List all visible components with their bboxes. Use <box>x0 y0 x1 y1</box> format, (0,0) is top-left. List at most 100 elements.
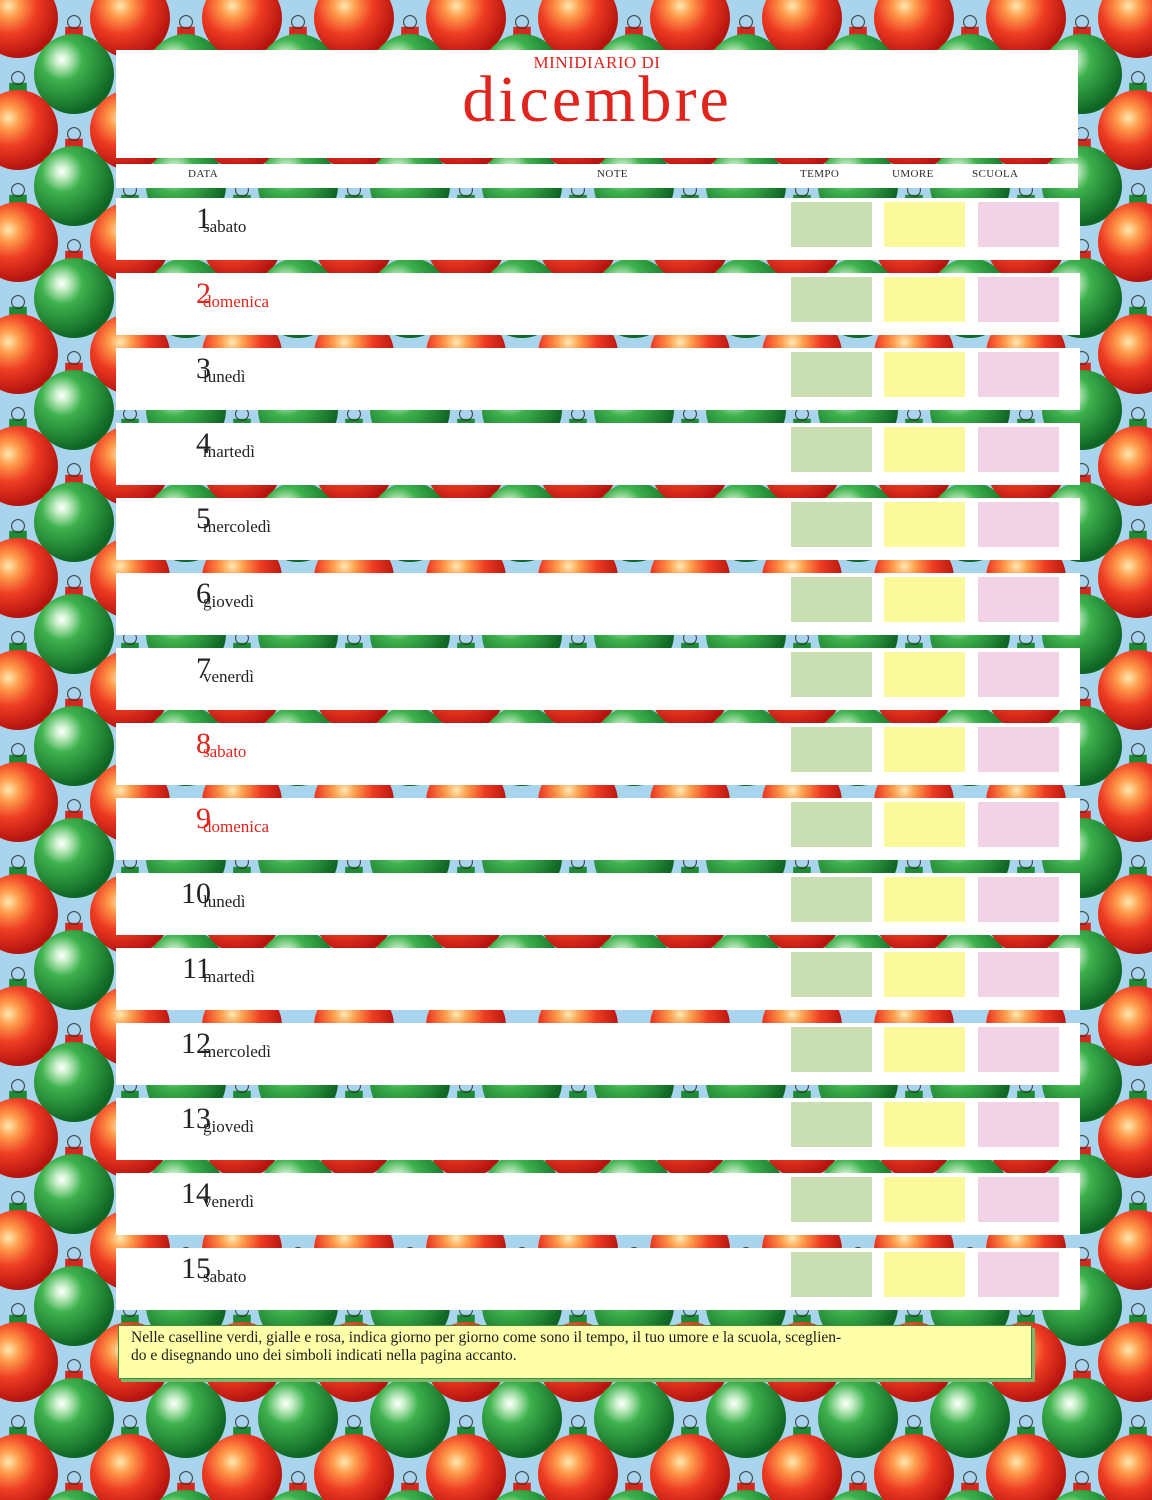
tempo-box[interactable] <box>791 427 872 472</box>
red-ornament <box>202 0 282 58</box>
ornament-loop <box>11 183 25 197</box>
ornament-cap <box>905 1090 923 1100</box>
ornament-cap <box>961 1482 979 1492</box>
ornament-loop <box>1131 295 1145 309</box>
red-ornament <box>986 1434 1066 1500</box>
ornament-cap <box>177 1482 195 1492</box>
ornament-cap <box>65 1370 83 1380</box>
scuola-box[interactable] <box>978 1252 1059 1297</box>
red-ornament <box>1098 650 1152 730</box>
ornament-cap <box>905 866 923 876</box>
umore-box[interactable] <box>884 502 965 547</box>
ornament-cap <box>905 1314 923 1324</box>
tempo-box[interactable] <box>791 802 872 847</box>
scuola-box[interactable] <box>978 952 1059 997</box>
umore-box[interactable] <box>884 427 965 472</box>
ornament-loop <box>67 1023 81 1037</box>
umore-box[interactable] <box>884 1177 965 1222</box>
ornament-cap <box>457 642 475 652</box>
green-ornament <box>943 1490 997 1500</box>
ornament-cap <box>1129 194 1147 204</box>
umore-box[interactable] <box>884 802 965 847</box>
tempo-box[interactable] <box>791 502 872 547</box>
umore-box[interactable] <box>884 202 965 247</box>
ornament-loop <box>1131 743 1145 757</box>
day-number: 15 <box>181 1252 211 1285</box>
scuola-box[interactable] <box>978 277 1059 322</box>
ornament-cap <box>793 1314 811 1324</box>
diary-row-day-11: 11 martedì <box>116 948 1080 1010</box>
ornament-loop <box>627 15 641 29</box>
scuola-box[interactable] <box>978 802 1059 847</box>
tempo-box[interactable] <box>791 1177 872 1222</box>
scuola-box[interactable] <box>978 877 1059 922</box>
ornament-cap <box>569 642 587 652</box>
scuola-box[interactable] <box>978 1177 1059 1222</box>
red-ornament <box>314 0 394 58</box>
tempo-box[interactable] <box>791 1252 872 1297</box>
umore-box[interactable] <box>884 1027 965 1072</box>
tempo-box[interactable] <box>791 577 872 622</box>
umore-box[interactable] <box>884 727 965 772</box>
ornament-cap <box>1129 306 1147 316</box>
ornament-cap <box>9 754 27 764</box>
red-ornament <box>1098 1322 1152 1402</box>
scuola-box[interactable] <box>978 577 1059 622</box>
ornament-cap <box>737 1482 755 1492</box>
scuola-box[interactable] <box>978 427 1059 472</box>
ornament-loop <box>627 1471 641 1485</box>
scuola-box[interactable] <box>978 202 1059 247</box>
umore-box[interactable] <box>884 1252 965 1297</box>
green-ornament <box>1055 1490 1109 1500</box>
ornament-loop <box>11 407 25 421</box>
ornament-cap <box>65 250 83 260</box>
red-ornament <box>874 1434 954 1500</box>
red-ornament <box>1098 762 1152 842</box>
scuola-box[interactable] <box>978 352 1059 397</box>
diary-row-day-14: 14 venerdì <box>116 1173 1080 1235</box>
header-data: DATA <box>188 168 219 180</box>
umore-box[interactable] <box>884 352 965 397</box>
day-number: 4 <box>196 427 211 460</box>
day-name: domenica <box>203 292 270 311</box>
red-ornament <box>426 0 506 58</box>
umore-box[interactable] <box>884 877 965 922</box>
day-number: 14 <box>181 1177 211 1210</box>
tempo-box[interactable] <box>791 202 872 247</box>
ornament-loop <box>11 1415 25 1429</box>
diary-row-day-2: 2 domenica <box>116 273 1080 335</box>
tempo-box[interactable] <box>791 277 872 322</box>
red-ornament <box>1098 986 1152 1066</box>
red-ornament <box>1098 0 1152 58</box>
scuola-box[interactable] <box>978 1027 1059 1072</box>
ornament-cap <box>569 866 587 876</box>
tempo-box[interactable] <box>791 1102 872 1147</box>
ornament-loop <box>67 1471 81 1485</box>
tempo-box[interactable] <box>791 352 872 397</box>
ornament-cap <box>121 642 139 652</box>
tempo-box[interactable] <box>791 727 872 772</box>
umore-box[interactable] <box>884 652 965 697</box>
red-ornament <box>1098 874 1152 954</box>
ornament-loop <box>11 519 25 533</box>
umore-box[interactable] <box>884 952 965 997</box>
umore-box[interactable] <box>884 577 965 622</box>
scuola-box[interactable] <box>978 652 1059 697</box>
scuola-box[interactable] <box>978 727 1059 772</box>
scuola-box[interactable] <box>978 502 1059 547</box>
scuola-box[interactable] <box>978 1102 1059 1147</box>
day-name: domenica <box>203 817 270 836</box>
ornament-cap <box>65 1258 83 1268</box>
ornament-loop <box>851 1471 865 1485</box>
tempo-box[interactable] <box>791 1027 872 1072</box>
green-ornament <box>271 1490 325 1500</box>
instructions-line-1: Nelle caselline verdi, gialle e rosa, in… <box>131 1329 842 1346</box>
day-name: sabato <box>203 742 247 761</box>
umore-box[interactable] <box>884 1102 965 1147</box>
umore-box[interactable] <box>884 277 965 322</box>
tempo-box[interactable] <box>791 952 872 997</box>
green-ornament <box>34 258 114 338</box>
tempo-box[interactable] <box>791 652 872 697</box>
ornament-cap <box>961 26 979 36</box>
tempo-box[interactable] <box>791 877 872 922</box>
